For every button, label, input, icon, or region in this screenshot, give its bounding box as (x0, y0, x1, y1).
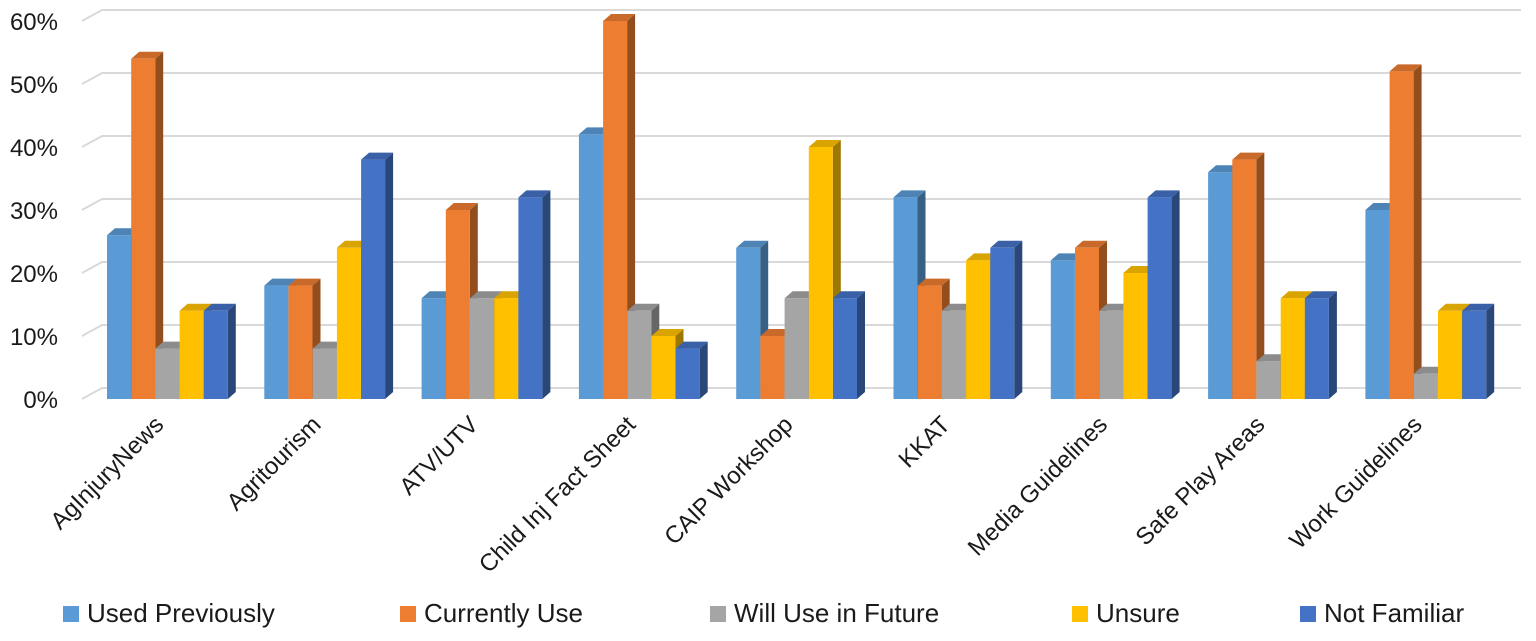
y-tick-label: 20% (10, 261, 58, 288)
gridline (81, 72, 1521, 85)
bar (361, 152, 394, 399)
x-category-label: Work Guidelines (1284, 411, 1427, 554)
x-category-label: Safe Play Areas (1131, 411, 1271, 551)
bar (1304, 291, 1337, 399)
bar (808, 140, 841, 399)
legend-swatch (400, 605, 416, 622)
gridline (81, 324, 1521, 337)
gridline (81, 135, 1521, 148)
bar (833, 291, 865, 399)
legend-swatch (1300, 605, 1316, 622)
x-category-label: Media Guidelines (963, 411, 1113, 561)
y-tick-label: 30% (10, 198, 58, 225)
bar (603, 14, 636, 399)
gridline (81, 198, 1521, 211)
bar (1147, 190, 1180, 399)
bar (131, 51, 164, 400)
legend: Used Previously Currently Use Will Use in … (0, 598, 1536, 638)
y-tick-label: 10% (10, 324, 58, 351)
legend-label: Currently Use (424, 598, 583, 628)
legend-item: Used Previously (63, 598, 275, 629)
legend-swatch (63, 605, 79, 622)
y-tick-label: 40% (10, 135, 58, 162)
x-category-label: CAIP Workshop (659, 411, 798, 550)
legend-swatch (710, 605, 726, 622)
y-tick-label: 0% (23, 387, 58, 414)
gridline (81, 9, 1521, 22)
bar (1232, 152, 1265, 399)
legend-label: Will Use in Future (734, 598, 940, 628)
y-tick-label: 50% (10, 72, 58, 99)
bar (1389, 64, 1422, 400)
y-axis-ticks: 0% 10% 20% 30% 40% 50% 60% (10, 9, 58, 414)
bar (203, 303, 236, 399)
bar (990, 240, 1023, 399)
x-category-label: Agritourism (222, 411, 327, 516)
x-category-label: Child Inj Fact Sheet (474, 411, 641, 578)
bar (675, 341, 708, 399)
x-category-label: AgInjuryNews (45, 411, 169, 535)
bars (107, 14, 1495, 400)
gridlines (81, 9, 1521, 400)
legend-item: Unsure (1072, 598, 1180, 629)
bar (518, 190, 551, 399)
legend-swatch (1072, 605, 1088, 622)
y-tick-label: 60% (10, 9, 58, 36)
legend-label: Used Previously (87, 598, 275, 628)
legend-item: Not Familiar (1300, 598, 1464, 629)
x-category-label: KKAT (894, 411, 956, 473)
gridline (81, 261, 1521, 274)
bar (1462, 303, 1495, 399)
legend-label: Not Familiar (1324, 598, 1465, 628)
x-category-label: ATV/UTV (394, 411, 483, 500)
gridline (81, 387, 1521, 400)
legend-label: Unsure (1096, 598, 1180, 628)
bar (736, 240, 769, 399)
legend-item: Currently Use (400, 598, 583, 629)
legend-item: Will Use in Future (710, 598, 939, 629)
bar (288, 278, 321, 399)
bar (445, 203, 478, 399)
